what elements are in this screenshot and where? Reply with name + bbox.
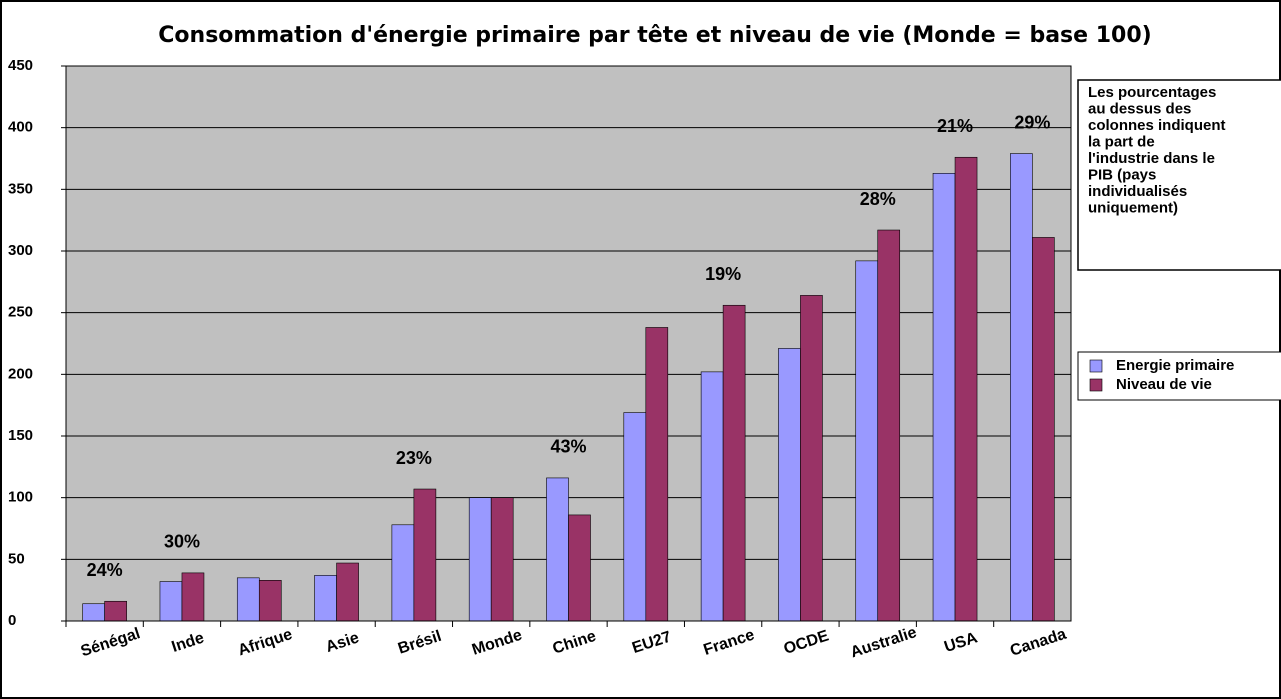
chart-title: Consommation d'énergie primaire par tête… [158, 23, 1151, 48]
y-tick-label: 400 [8, 119, 33, 136]
note-line: PIB (pays [1088, 166, 1156, 183]
legend-label: Energie primaire [1116, 357, 1234, 374]
note-line: uniquement) [1088, 199, 1178, 216]
y-tick-label: 0 [8, 612, 16, 629]
note-box [1077, 79, 1281, 271]
industry-share-label: 19% [705, 264, 741, 284]
y-tick-label: 100 [8, 489, 33, 506]
bar [722, 304, 746, 622]
note-line: Les pourcentages [1088, 84, 1216, 101]
bar [877, 229, 901, 622]
note-line: la part de [1088, 133, 1155, 150]
note-line: au dessus des [1088, 100, 1191, 117]
industry-share-label: 24% [87, 560, 123, 580]
legend-swatch [1089, 359, 1103, 373]
bar [104, 600, 127, 622]
y-tick-label: 300 [8, 242, 33, 259]
industry-share-label: 30% [164, 532, 200, 552]
bar [314, 575, 337, 622]
bar [1010, 153, 1033, 622]
industry-share-label: 28% [860, 189, 896, 209]
industry-share-label: 23% [396, 448, 432, 468]
bar [645, 327, 669, 622]
legend-label: Niveau de vie [1116, 376, 1212, 393]
legend-swatch [1089, 378, 1103, 392]
industry-share-label: 43% [550, 437, 586, 457]
bar [159, 581, 183, 622]
bar [954, 156, 978, 622]
bar [236, 577, 260, 622]
bar [568, 514, 591, 622]
bar [82, 603, 105, 622]
y-tick-label: 350 [8, 180, 33, 197]
note-line: colonnes indiquent [1088, 117, 1226, 134]
y-tick-label: 50 [8, 550, 25, 567]
bar [778, 348, 801, 622]
bar [800, 295, 823, 622]
y-tick-label: 150 [8, 427, 33, 444]
industry-share-label: 29% [1014, 112, 1050, 132]
bar [490, 497, 514, 622]
y-tick-label: 250 [8, 304, 33, 321]
bar [1032, 237, 1055, 622]
legend [1077, 351, 1281, 401]
y-tick-label: 450 [8, 57, 33, 74]
bar [855, 260, 879, 622]
bar [468, 497, 492, 622]
industry-share-label: 21% [937, 116, 973, 136]
bar [258, 579, 282, 622]
bar [413, 488, 437, 622]
note-line: individualisés [1088, 183, 1187, 200]
bar [546, 477, 569, 622]
bar [700, 371, 724, 622]
bar [181, 572, 205, 622]
bar [336, 562, 359, 622]
bar [391, 524, 415, 622]
bar [623, 412, 647, 622]
bar [932, 173, 956, 622]
note-line: l'industrie dans le [1088, 150, 1215, 167]
y-tick-label: 200 [8, 365, 33, 382]
